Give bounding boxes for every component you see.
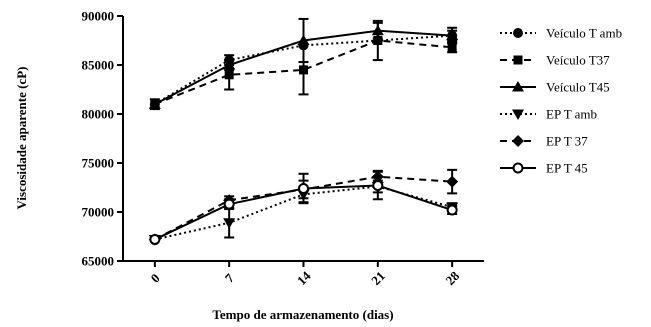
data-point (223, 59, 236, 70)
legend-label: EP T 37 (546, 134, 588, 149)
x-tick-label: 21 (368, 268, 388, 288)
legend-item-veiculo-t37: Veículo T37 (500, 53, 610, 68)
data-point (446, 175, 459, 188)
data-point (372, 180, 384, 192)
legend-label: Veículo T45 (546, 80, 610, 95)
data-point (148, 98, 161, 109)
x-ticks: 0 7 14 21 28 (147, 261, 463, 288)
series-layer (148, 17, 459, 246)
x-tick-label: 0 (147, 270, 162, 285)
legend-item-ep-t-37: EP T 37 (500, 134, 588, 149)
series-ep-t-45 (149, 170, 458, 245)
y-tick-label: 75000 (82, 156, 115, 171)
legend-item-ep-t-45: EP T 45 (500, 161, 588, 176)
legend: Veículo T amb Veículo T37 Veículo T45 EP T … (500, 26, 622, 176)
legend-marker (513, 28, 523, 38)
series-line (154, 34, 453, 106)
data-point (223, 198, 235, 210)
data-point (223, 218, 236, 229)
x-tick-label: 7 (222, 270, 238, 286)
data-point (149, 233, 161, 245)
y-tick-label: 90000 (82, 9, 115, 24)
legend-label: Veículo T amb (546, 26, 622, 41)
y-tick-label: 65000 (82, 254, 115, 269)
series-veiculo-t45 (148, 17, 459, 109)
data-point (446, 29, 459, 41)
x-tick-label: 14 (294, 268, 314, 288)
data-point (298, 182, 309, 194)
series-line (154, 39, 453, 106)
y-ticks: 65000 70000 75000 80000 85000 90000 (82, 9, 123, 269)
data-point (373, 36, 383, 45)
y-tick-label: 70000 (82, 205, 115, 220)
legend-item-veiculo-t-amb: Veículo T amb (500, 26, 622, 41)
legend-label: EP T 45 (546, 161, 588, 176)
y-tick-label: 85000 (82, 58, 115, 73)
legend-marker (512, 162, 524, 174)
legend-label: Veículo T37 (546, 53, 610, 68)
data-point (371, 24, 384, 36)
legend-item-veiculo-t45: Veículo T45 (500, 80, 610, 95)
x-axis-title: Tempo de armazenamento (dias) (212, 307, 393, 322)
legend-marker (513, 55, 523, 65)
legend-marker (512, 135, 524, 147)
data-point (299, 65, 308, 75)
data-point (446, 204, 458, 216)
legend-marker (512, 109, 524, 120)
data-point (297, 34, 310, 45)
legend-label: EP T amb (546, 107, 597, 122)
data-point (447, 42, 457, 52)
legend-item-ep-t-amb: EP T amb (500, 107, 597, 122)
y-axis-title: Viscosidade aparente (cP) (14, 67, 29, 210)
legend-marker (512, 81, 524, 92)
data-point (224, 70, 234, 80)
y-tick-label: 80000 (82, 107, 115, 122)
x-tick-label: 28 (442, 268, 462, 288)
